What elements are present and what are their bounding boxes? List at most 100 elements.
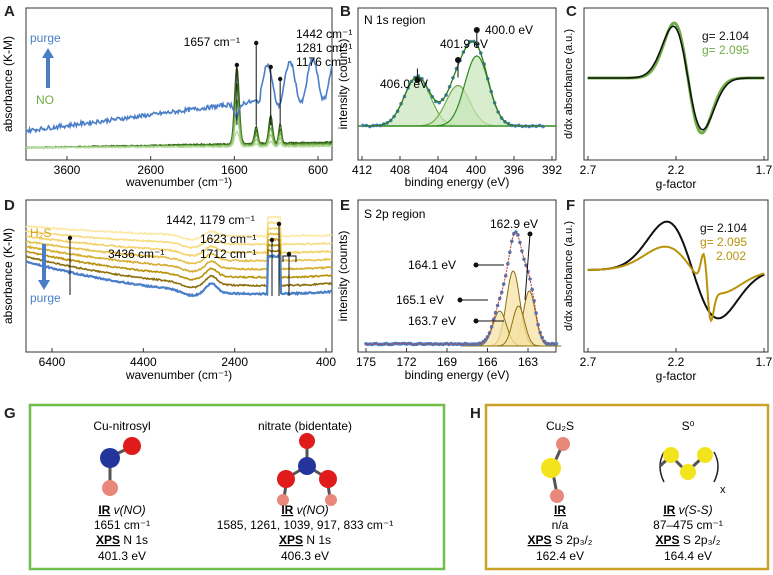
- panel-d-ticks: 6400 4400 2400 400: [39, 348, 336, 369]
- panel-d-x-tick-label: 4400: [130, 355, 157, 369]
- panel-c-x-tick-label: 2.2: [668, 163, 685, 177]
- panel-a-x-tick-label: 2600: [137, 163, 164, 177]
- h-left-xps-bold: XPS: [528, 533, 552, 547]
- panel-a-series-1: [25, 82, 333, 149]
- panel-d-legend-purge: purge: [30, 291, 61, 305]
- panel-f-legend-2: g= 2.095: [700, 235, 747, 249]
- panel-e-x-tick-label: 172: [396, 355, 416, 369]
- panel-e-x-tick-label: 163: [518, 355, 538, 369]
- panel-a-x-tick-label: 1600: [221, 163, 248, 177]
- cu-atom-top: [556, 437, 570, 451]
- panel-c-curve-1: [587, 25, 765, 131]
- o-atom: [123, 437, 141, 455]
- panel-a-series-0: [25, 66, 333, 149]
- panel-c-ticks: 2.7 2.2 1.7: [580, 156, 773, 177]
- panel-e-envelope: [365, 231, 557, 346]
- panel-a-series-5: [25, 57, 333, 135]
- g-right-xps-value: 406.3 eV: [281, 549, 329, 563]
- panel-f-epr: 2.7 2.2 1.7 d/dx absorbance (a.u.) g-facto…: [563, 199, 773, 383]
- panel-f-legend-1: g= 2.104: [700, 221, 747, 235]
- s-atom-3: [697, 447, 713, 463]
- panel-b-x-tick-label: 392: [542, 163, 562, 177]
- panel-d-annot-label: 1442, 1179 cm⁻¹: [166, 213, 255, 227]
- panel-d-annot-dot: [276, 221, 282, 227]
- h-left-xps-value: 162.4 eV: [536, 549, 584, 563]
- panel-b-frame: [357, 7, 557, 161]
- panel-f-x-tick-label: 1.7: [756, 355, 773, 369]
- panel-b-x-tick-label: 404: [428, 163, 448, 177]
- panel-b-x-tick-label: 412: [352, 163, 372, 177]
- g-right-xps-region: N 1s: [306, 533, 331, 547]
- panel-b-annot-dot: [473, 27, 480, 33]
- panel-d-traces: [25, 215, 333, 298]
- panel-a-ylabel: absorbance (K-M): [1, 36, 15, 132]
- h-right-ir-value: 87–475 cm⁻¹: [653, 518, 723, 532]
- panel-e-data-point: [493, 310, 498, 315]
- panel-f-curve-1: [587, 245, 765, 323]
- panel-e-data-point: [530, 287, 534, 292]
- panel-f-plot: [587, 220, 765, 323]
- panel-e-data-point: [532, 299, 536, 303]
- panel-d-ylabel: absorbance (K-M): [1, 228, 15, 324]
- panel-d-series-2: [25, 226, 333, 258]
- panel-b-annot-label: 401.9 eV: [440, 37, 488, 51]
- o-atom-top: [299, 433, 315, 449]
- panel-letter-f: F: [566, 197, 575, 214]
- panel-f-ticks: 2.7 2.2 1.7: [580, 348, 773, 369]
- panel-a-x-tick-label: 3600: [54, 163, 81, 177]
- g-left-name: Cu-nitrosyl: [93, 419, 150, 433]
- panel-e-xlabel: binding energy (eV): [405, 368, 510, 382]
- panel-b-annot-label: 406.0 eV: [380, 77, 428, 91]
- panel-letter-h: H: [470, 405, 481, 422]
- panel-e-annot-label: 165.1 eV: [396, 293, 444, 307]
- panel-e-annot-dot: [527, 231, 533, 237]
- panel-d-annot-dot: [269, 237, 275, 243]
- panel-e-data-point: [506, 262, 510, 266]
- cu-atom-right: [325, 494, 337, 506]
- panel-b-xlabel: binding energy (eV): [405, 175, 510, 189]
- panel-f-x-tick-label: 2.7: [580, 355, 597, 369]
- panel-f-legend-3: 2.002: [716, 249, 746, 263]
- panel-a-annot-dot: [277, 76, 283, 82]
- panel-a-traces: [25, 57, 333, 149]
- s-atom-2: [680, 464, 696, 480]
- g-left-ir-value: 1651 cm⁻¹: [94, 518, 150, 532]
- panel-b-envelope: [362, 40, 544, 127]
- panel-h-box: [484, 403, 770, 571]
- nitrate-molecule: [277, 433, 337, 506]
- panel-c-legend-2: g= 2.095: [702, 43, 749, 57]
- panel-e-annotations: 162.9 eV 164.1 eV 165.1 eV 163.7 eV: [396, 217, 538, 328]
- h-right-ir-bold: IR: [663, 503, 675, 517]
- g-left-xps-region: N 1s: [123, 533, 148, 547]
- panel-a-legend-no: NO: [36, 93, 54, 107]
- g-right-xps-bold: XPS: [279, 533, 303, 547]
- panel-g-box: [28, 403, 446, 571]
- panel-d-x-tick-label: 400: [316, 355, 336, 369]
- panel-a-legend-purge: purge: [30, 31, 61, 45]
- panel-a-annot-dot: [234, 62, 240, 68]
- panel-c-epr: 2.7 2.2 1.7 d/dx absorbance (a.u.) g-facto…: [563, 7, 773, 191]
- g-left-xps-value: 401.3 eV: [98, 549, 146, 563]
- h-left-ir: IR: [554, 503, 566, 517]
- h-left-name: Cu₂S: [546, 419, 574, 433]
- panel-d-ir-h2s: 6400 4400 2400 400 absorbance (K-M) wavenum…: [1, 199, 336, 382]
- g-right-xps: XPS N 1s: [279, 533, 331, 547]
- panel-e-annot-label: 163.7 eV: [408, 314, 456, 328]
- g-left-xps-bold: XPS: [96, 533, 120, 547]
- right-paren: [713, 451, 719, 483]
- panel-a-frame: [25, 7, 333, 161]
- panel-letter-e: E: [340, 197, 350, 214]
- g-left-ir: IR v(NO): [98, 503, 145, 517]
- g-left-ir-mode: v(NO): [114, 503, 146, 517]
- cu-atom: [102, 480, 118, 496]
- panel-a-ir-no: 3600 2600 1600 600 absorbance (K-M) wavenum…: [1, 7, 352, 189]
- panel-a-legend-arrowhead: [42, 48, 54, 58]
- panel-letter-d: D: [4, 197, 15, 214]
- h-left-xps: XPS S 2p₃/₂: [528, 533, 593, 547]
- panel-c-legend-1: g= 2.104: [702, 29, 749, 43]
- h-right-xps: XPS S 2p₃/₂: [656, 533, 721, 547]
- panel-a-x-tick-label: 600: [308, 163, 328, 177]
- h-right-xps-bold: XPS: [656, 533, 680, 547]
